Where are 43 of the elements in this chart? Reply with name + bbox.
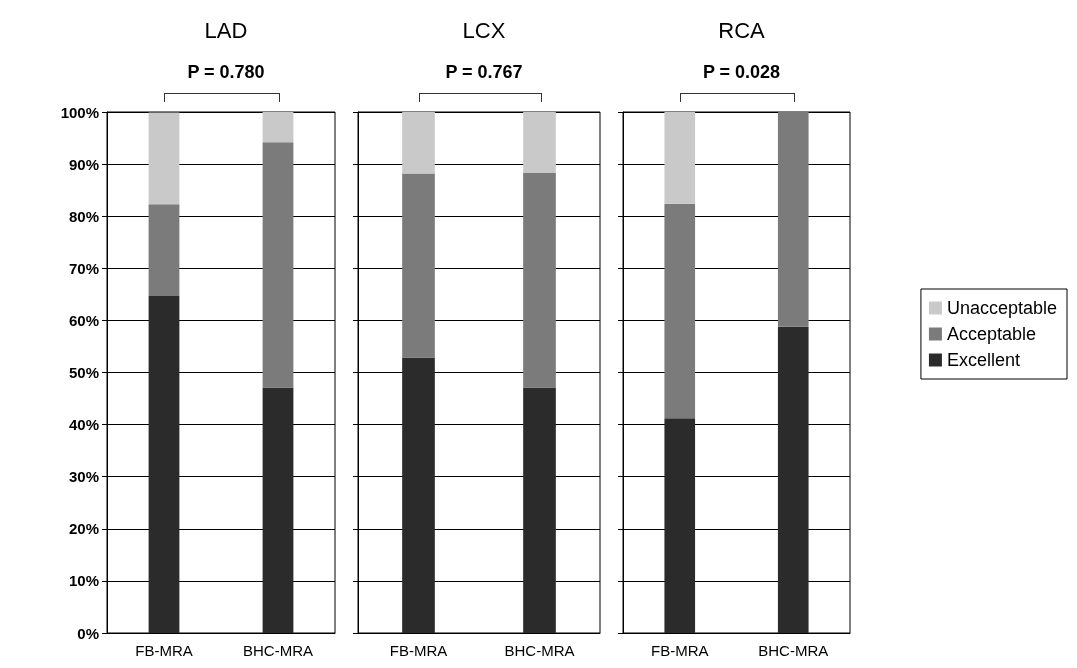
chart-title: LCX [462, 17, 506, 43]
y-tick-label: 30% [68, 468, 99, 486]
y-tick-label: 100% [60, 103, 99, 121]
y-tick-label: 0% [77, 624, 99, 642]
bar [148, 204, 180, 296]
x-tick-label: BHC-MRA [758, 642, 829, 659]
x-tick-label: FB-MRA [135, 642, 193, 659]
y-tick-label: 70% [68, 259, 99, 277]
legend-label: Unacceptable [946, 298, 1057, 318]
x-tick-label: BHC-MRA [504, 642, 575, 659]
bar [777, 326, 809, 633]
bar [664, 418, 696, 633]
x-tick-label: FB-MRA [651, 642, 709, 659]
text: P = 0.028 [702, 62, 781, 82]
y-tick-label: 20% [68, 520, 99, 538]
bar [148, 112, 180, 205]
bar [664, 203, 696, 419]
x-tick-label: BHC-MRA [243, 642, 313, 659]
y-tick-label: 80% [68, 207, 99, 225]
bar [523, 387, 556, 633]
y-tick-label: 10% [68, 572, 99, 590]
y-tick-label: 90% [68, 155, 99, 173]
bar [402, 357, 435, 633]
bar [777, 112, 809, 327]
legend-label: Acceptable [946, 324, 1036, 344]
bar [262, 112, 294, 143]
legend-label: Excellent [946, 350, 1020, 370]
text: P = 0.780 [187, 62, 265, 82]
x-tick-label: FB-MRA [389, 642, 448, 659]
chart-title: LAD [204, 17, 248, 43]
y-tick-label: 60% [68, 311, 99, 329]
y-tick-label: 50% [68, 364, 99, 381]
chart-title: RCA [718, 17, 766, 43]
bar [402, 112, 435, 174]
bar [148, 295, 180, 633]
bar [523, 172, 556, 388]
bar [664, 112, 696, 204]
bar [262, 387, 294, 633]
bar [402, 173, 435, 358]
bar [523, 112, 556, 173]
text: P = 0.767 [445, 62, 523, 82]
bar [262, 142, 294, 388]
y-tick-label: 40% [68, 416, 99, 434]
